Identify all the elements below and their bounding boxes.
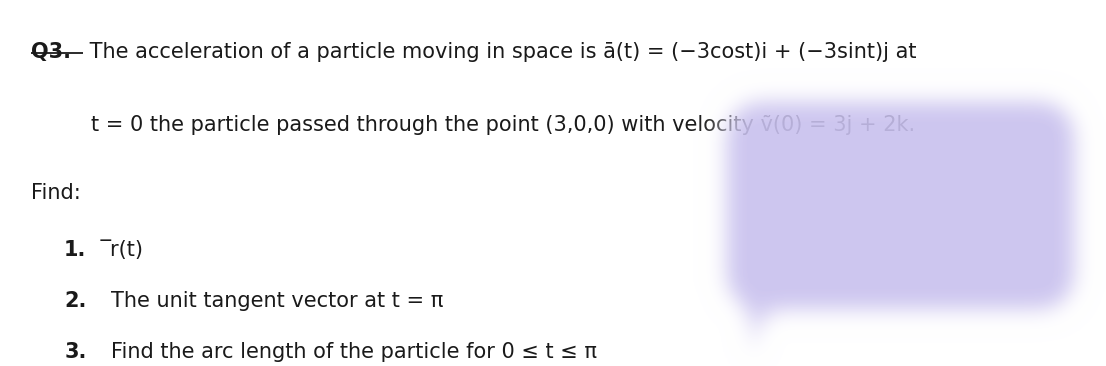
Text: Find:: Find:: [31, 183, 81, 203]
Text: The acceleration of a particle moving in space is ā(t) = (−3cost)i + (−3sint)j a: The acceleration of a particle moving in…: [83, 42, 916, 62]
Text: 1.: 1.: [64, 240, 86, 260]
Text: 3.: 3.: [64, 342, 86, 362]
Text: 2.: 2.: [64, 291, 86, 311]
Text: Q3.: Q3.: [31, 42, 71, 62]
Text: Find the arc length of the particle for 0 ≤ t ≤ π: Find the arc length of the particle for …: [111, 342, 596, 362]
Text: ̅r(t): ̅r(t): [111, 240, 144, 260]
Text: The unit tangent vector at t = π: The unit tangent vector at t = π: [111, 291, 444, 311]
Text: t = 0 the particle passed through the point (3,0,0) with velocity ṽ(0) = 3j + 2k: t = 0 the particle passed through the po…: [91, 115, 915, 135]
